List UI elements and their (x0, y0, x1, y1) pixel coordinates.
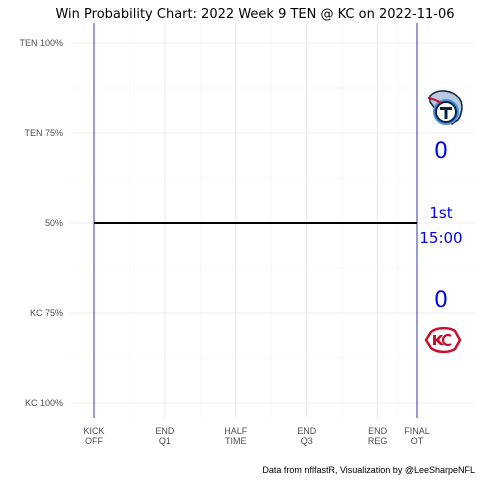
chart-caption: Data from nflfastR, Visualization by @Le… (262, 465, 475, 475)
y-tick-label: 50% (45, 218, 63, 228)
away-team-score: 0 (434, 139, 448, 164)
y-tick-label: KC 75% (30, 308, 63, 318)
chiefs-logo-icon (424, 326, 462, 354)
titans-logo-icon (427, 90, 463, 126)
chart-title: Win Probability Chart: 2022 Week 9 TEN @… (55, 7, 454, 22)
x-tick-label: FINAL (404, 426, 430, 436)
y-axis-ticks: TEN 100% TEN 75% 50% KC 75% KC 100% (19, 38, 63, 408)
x-tick-label: Q3 (301, 436, 313, 446)
x-tick-label: OT (411, 436, 424, 446)
x-tick-label: END (155, 426, 175, 436)
game-quarter: 1st (429, 204, 452, 222)
x-tick-label: OFF (85, 436, 103, 446)
y-tick-label: TEN 100% (19, 38, 63, 48)
x-tick-label: REG (368, 436, 388, 446)
y-tick-label: TEN 75% (24, 128, 63, 138)
x-tick-label: Q1 (159, 436, 171, 446)
game-boundary-lines (93, 23, 418, 418)
game-clock: 15:00 (419, 229, 462, 247)
home-team-score: 0 (434, 288, 448, 313)
x-tick-label: END (297, 426, 317, 436)
x-tick-label: KICK (83, 426, 104, 436)
x-tick-label: HALF (224, 426, 248, 436)
y-tick-label: KC 100% (25, 398, 63, 408)
x-tick-label: TIME (225, 436, 247, 446)
grid-lines (70, 23, 475, 418)
x-tick-label: END (368, 426, 388, 436)
